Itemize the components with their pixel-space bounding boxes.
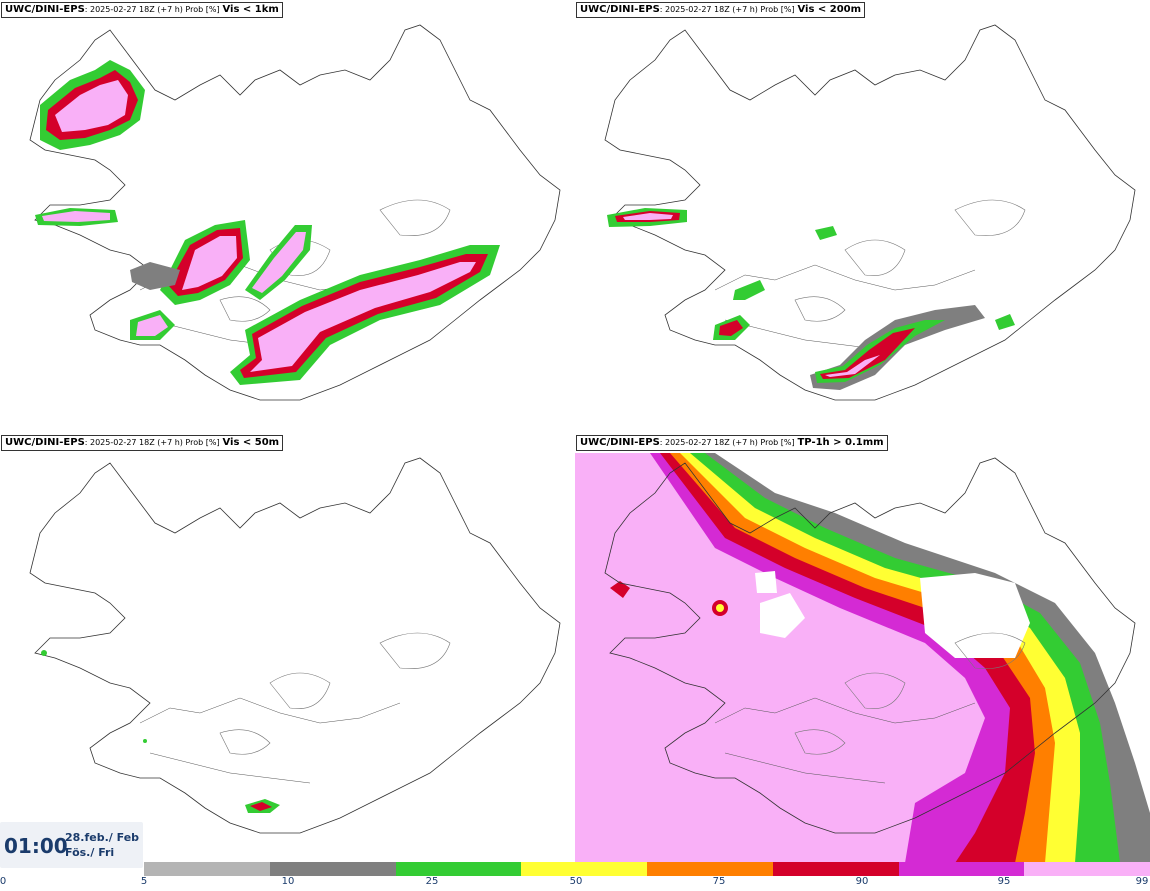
probability-field (35, 60, 500, 385)
colorbar-tick-label: 75 (712, 876, 726, 887)
valid-date-line2: Fös./ Fri (65, 846, 115, 859)
iceland-map (29, 457, 561, 834)
map-panel-vis-1km: UWC/DINI-EPS: 2025-02-27 18Z (+7 h) Prob… (0, 0, 575, 430)
colorbar-segment (144, 862, 270, 876)
threshold-label: Vis < 1km (222, 4, 279, 15)
panel-title: UWC/DINI-EPS: 2025-02-27 18Z (+7 h) Prob… (576, 2, 866, 18)
colorbar-tick-label: 0 (0, 876, 7, 887)
map-panel-precip: UWC/DINI-EPS: 2025-02-27 18Z (+7 h) Prob… (575, 433, 1150, 863)
run-info: : 2025-02-27 18Z (+7 h) Prob [%] (84, 438, 220, 447)
run-info: : 2025-02-27 18Z (+7 h) Prob [%] (659, 5, 795, 14)
iceland-map (604, 24, 1136, 401)
colorbar-tick-label: 25 (425, 876, 439, 887)
colorbar-segment (898, 862, 1025, 876)
colorbar-segment (521, 862, 647, 876)
iceland-map (575, 433, 1150, 863)
valid-time-box: 01:00 28.feb./ Feb Fös./ Fri (0, 822, 143, 868)
map-panel-vis-50m: UWC/DINI-EPS: 2025-02-27 18Z (+7 h) Prob… (0, 433, 575, 863)
panel-title: UWC/DINI-EPS: 2025-02-27 18Z (+7 h) Prob… (576, 435, 888, 451)
colorbar-tick-label: 95 (997, 876, 1011, 887)
threshold-label: Vis < 200m (797, 4, 862, 15)
valid-date: 28.feb./ Feb Fös./ Fri (65, 830, 139, 860)
valid-date-line1: 28.feb./ Feb (65, 831, 140, 844)
colorbar-segment (395, 862, 522, 876)
colorbar-tick-label: 5 (140, 876, 148, 887)
iceland-map (29, 24, 561, 401)
model-name: UWC/DINI-EPS (5, 437, 85, 448)
colorbar-tick-label: 90 (855, 876, 869, 887)
probability-colorbar (144, 862, 1150, 876)
map-panel-vis-200m: UWC/DINI-EPS: 2025-02-27 18Z (+7 h) Prob… (575, 0, 1150, 430)
colorbar-segment (647, 862, 773, 876)
probability-field (41, 650, 280, 813)
run-info: : 2025-02-27 18Z (+7 h) Prob [%] (84, 5, 220, 14)
colorbar-tick-label: 99 (1135, 876, 1149, 887)
colorbar-tick-label: 50 (569, 876, 583, 887)
probability-field (607, 208, 1015, 390)
probability-field (575, 433, 1150, 863)
model-name: UWC/DINI-EPS (580, 437, 660, 448)
model-name: UWC/DINI-EPS (580, 4, 660, 15)
run-info: : 2025-02-27 18Z (+7 h) Prob [%] (659, 438, 795, 447)
threshold-label: Vis < 50m (222, 437, 280, 448)
threshold-label: TP-1h > 0.1mm (797, 437, 884, 448)
colorbar-ticks: 0 5 10 25 50 75 90 95 99 (0, 876, 1150, 891)
colorbar-tick-label: 10 (281, 876, 295, 887)
panel-title: UWC/DINI-EPS: 2025-02-27 18Z (+7 h) Prob… (1, 435, 284, 451)
valid-time: 01:00 (4, 834, 68, 858)
colorbar-segment (772, 862, 899, 876)
model-name: UWC/DINI-EPS (5, 4, 85, 15)
panel-title: UWC/DINI-EPS: 2025-02-27 18Z (+7 h) Prob… (1, 2, 283, 18)
colorbar-segment (1024, 862, 1150, 876)
colorbar-segment (269, 862, 396, 876)
